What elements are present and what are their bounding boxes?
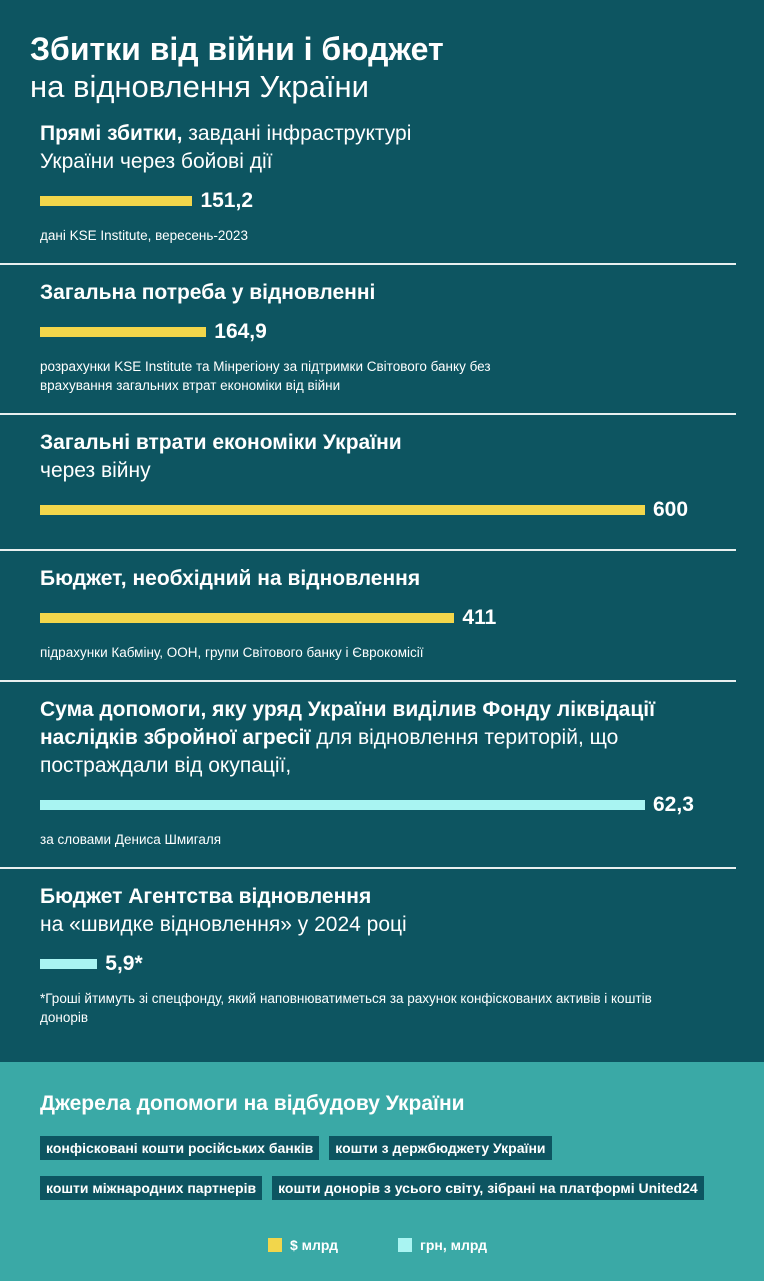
bar <box>40 327 207 337</box>
note: за словами Дениса Шмигаля <box>40 832 222 847</box>
source-tag: конфісковані кошти російських банків <box>40 1136 320 1160</box>
item: Загальні втрати економіки України через в… <box>0 415 736 551</box>
item: Бюджет, необхідний на відновлення 411 підр… <box>0 551 736 682</box>
bar <box>40 613 455 623</box>
value-label: 600 <box>653 498 689 521</box>
item-title-bold: Бюджет, необхідний на відновлення <box>40 567 421 590</box>
source-tag: кошти міжнародних партнерів <box>40 1176 263 1200</box>
sources-panel: Джерела допомоги на відбудову України ко… <box>0 1062 764 1281</box>
sources-title: Джерела допомоги на відбудову України <box>40 1092 465 1115</box>
bar <box>40 959 98 969</box>
item-title: Бюджет, необхідний на відновлення <box>40 565 680 593</box>
note: підрахунки Кабміну, ООН, групи Світового… <box>40 645 424 660</box>
legend-label: $ млрд <box>290 1237 339 1253</box>
note: розрахунки KSE Institute та Мінрегіону з… <box>40 359 491 393</box>
note: дані KSE Institute, вересень-2023 <box>40 228 248 243</box>
legend-entry: грн, млрд <box>398 1237 487 1253</box>
item: Бюджет Агентства відновлення на «швидке в… <box>0 869 736 1045</box>
value-label: 164,9 <box>214 320 267 343</box>
item-title-text: на «швидке відновлення» у 2024 році <box>40 913 407 936</box>
bar-row: 164,9 <box>40 317 708 347</box>
item-title: Прямі збитки, завдані інфраструктурі Укр… <box>40 120 470 176</box>
value-label: 411 <box>462 606 497 629</box>
main-panel: Збитки від війни і бюджет на відновлення… <box>0 0 764 1062</box>
legend-entry: $ млрд <box>268 1237 338 1253</box>
value-label: 5,9* <box>105 952 143 975</box>
item: Загальна потреба у відновленні 164,9 розра… <box>0 265 736 415</box>
legend-swatch <box>398 1238 413 1252</box>
tags: конфісковані кошти російських банків кошт… <box>40 1136 740 1216</box>
item-title-text: через війну <box>40 459 151 482</box>
item-title-bold: Бюджет Агентства відновлення <box>40 885 372 908</box>
item-title: Сума допомоги, яку уряд України виділив … <box>40 696 700 780</box>
subtitle: на відновлення України <box>30 69 369 104</box>
legend-label: грн, млрд <box>420 1237 487 1253</box>
value-label: 62,3 <box>653 793 694 816</box>
items: Прямі збитки, завдані інфраструктурі Укр… <box>0 114 764 1045</box>
item-title: Загальні втрати економіки України через в… <box>40 429 680 485</box>
item-title: Бюджет Агентства відновлення на «швидке в… <box>40 883 680 939</box>
bar-row: 411 <box>40 603 708 633</box>
bar <box>40 800 645 810</box>
source-tag: кошти з держбюджету України <box>329 1136 552 1160</box>
title: Збитки від війни і бюджет <box>30 31 444 67</box>
item-title: Загальна потреба у відновленні <box>40 279 680 307</box>
item-title-bold: Загальні втрати економіки України <box>40 431 402 454</box>
bar-row: 5,9* <box>40 949 708 979</box>
bar <box>40 505 645 515</box>
bar-row: 151,2 <box>40 186 708 216</box>
item-title-bold: Сума допомоги, яку уряд України виділив … <box>40 698 656 749</box>
note: *Гроші йтимуть зі спецфонду, який наповн… <box>40 991 652 1025</box>
item-title-text: для відновлення територій, що постраждал… <box>40 726 619 777</box>
source-tag: кошти донорів з усього світу, зібрані на… <box>272 1176 704 1200</box>
legend: $ млрд грн, млрд <box>268 1237 487 1253</box>
value-label: 151,2 <box>200 189 254 212</box>
bar-row: 62,3 <box>40 790 708 820</box>
bar-row: 600 <box>40 495 708 525</box>
item-title-bold: Прямі збитки, <box>40 122 183 145</box>
item-title-bold: Загальна потреба у відновленні <box>40 281 376 304</box>
bar <box>40 196 193 206</box>
item: Сума допомоги, яку уряд України виділив … <box>0 682 736 869</box>
item: Прямі збитки, завдані інфраструктурі Укр… <box>0 114 736 265</box>
item-title-text: завдані інфраструктурі України через бой… <box>40 122 412 173</box>
legend-swatch <box>268 1238 282 1252</box>
